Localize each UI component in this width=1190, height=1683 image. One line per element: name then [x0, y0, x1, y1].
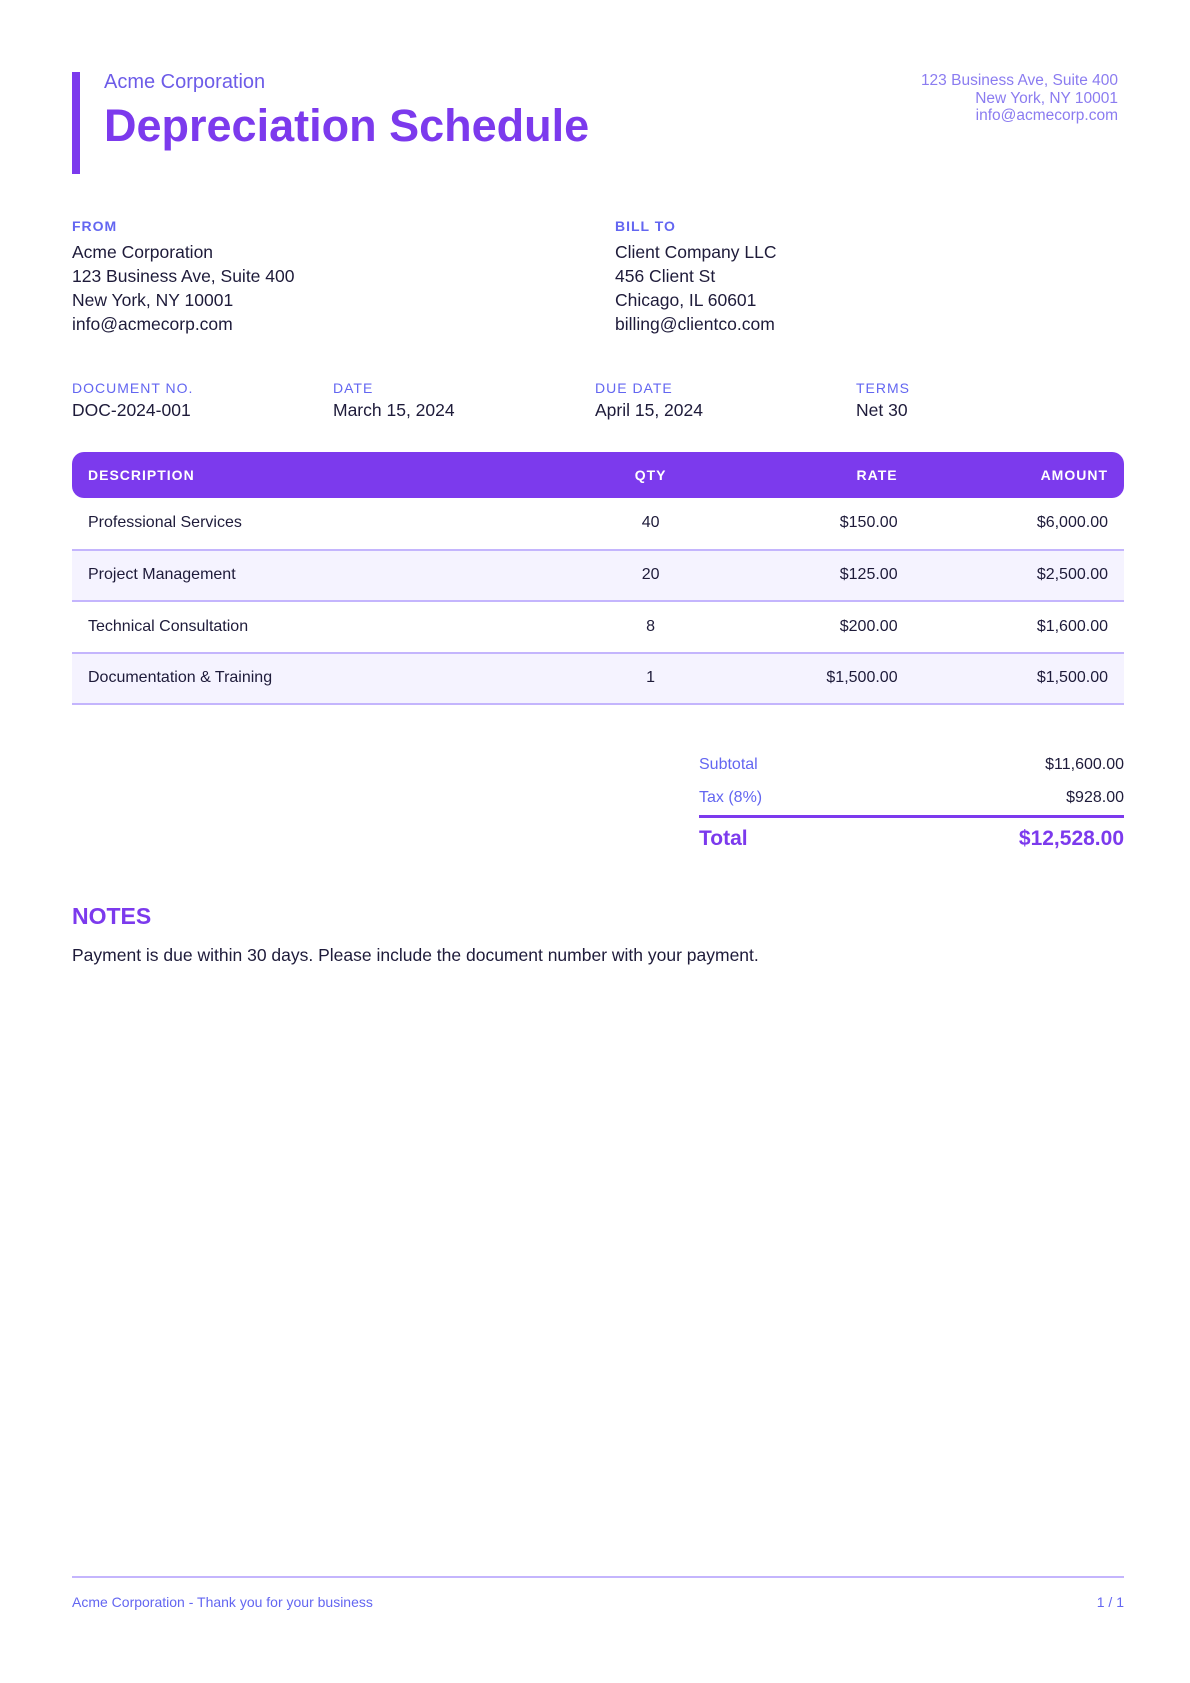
cell-rate: $1,500.00 — [703, 652, 914, 705]
page-number: 1 / 1 — [1096, 1594, 1124, 1610]
cell-description: Project Management — [72, 549, 599, 602]
meta-date: DATE March 15, 2024 — [333, 380, 455, 421]
notes-heading: NOTES — [72, 903, 152, 929]
from-line: Acme Corporation — [72, 242, 214, 262]
column-header-description: DESCRIPTION — [72, 452, 599, 498]
cell-amount: $2,500.00 — [913, 549, 1124, 602]
meta-value: April 15, 2024 — [595, 400, 703, 420]
address-email: info@acmecorp.com — [975, 107, 1118, 124]
subtotal-value: $11,600.00 — [1045, 756, 1124, 773]
meta-value: March 15, 2024 — [333, 400, 455, 420]
bill-to-line: Chicago, IL 60601 — [615, 290, 757, 310]
bill-to-line: Client Company LLC — [615, 242, 777, 262]
bill-to-line: 456 Client St — [615, 266, 716, 286]
tax-row: Tax (8%) $928.00 — [699, 789, 1124, 807]
from-line: 123 Business Ave, Suite 400 — [72, 266, 295, 286]
meta-value: Net 30 — [856, 400, 908, 420]
line-items-table: DESCRIPTION QTY RATE AMOUNT Professional… — [72, 452, 1124, 705]
cell-description: Documentation & Training — [72, 652, 599, 705]
accent-bar — [72, 72, 80, 174]
cell-amount: $6,000.00 — [913, 498, 1124, 551]
from-line: info@acmecorp.com — [72, 314, 233, 334]
column-header-amount: AMOUNT — [913, 452, 1124, 498]
cell-description: Technical Consultation — [72, 601, 599, 654]
cell-rate: $200.00 — [703, 601, 914, 654]
from-line: New York, NY 10001 — [72, 290, 234, 310]
footer-divider — [72, 1576, 1124, 1578]
from-section: FROM Acme Corporation 123 Business Ave, … — [72, 218, 294, 336]
total-divider — [699, 815, 1124, 818]
address-line: New York, NY 10001 — [975, 89, 1118, 107]
company-name: Acme Corporation — [104, 71, 266, 93]
cell-qty: 8 — [598, 601, 704, 654]
meta-document-no: DOCUMENT NO. DOC-2024-001 — [72, 380, 193, 421]
meta-value: DOC-2024-001 — [72, 400, 191, 420]
cell-qty: 20 — [598, 549, 704, 602]
page-title: Depreciation Schedule — [104, 100, 590, 151]
meta-terms: TERMS Net 30 — [856, 380, 910, 421]
meta-label: DUE DATE — [595, 380, 673, 396]
cell-rate: $125.00 — [703, 549, 914, 602]
total-label: Total — [699, 827, 748, 850]
table-header: DESCRIPTION QTY RATE AMOUNT — [72, 452, 1124, 498]
total-value: $12,528.00 — [1018, 827, 1124, 850]
table-row: Project Management 20 $125.00 $2,500.00 — [72, 549, 1124, 602]
table-row: Documentation & Training 1 $1,500.00 $1,500… — [72, 652, 1124, 705]
meta-label: TERMS — [856, 380, 910, 396]
tax-label: Tax (8%) — [699, 789, 763, 806]
cell-qty: 1 — [598, 652, 704, 705]
column-header-qty: QTY — [598, 452, 704, 498]
cell-rate: $150.00 — [703, 498, 914, 551]
tax-value: $928.00 — [1066, 789, 1124, 806]
address-line: 123 Business Ave, Suite 400 — [920, 72, 1118, 89]
total-row: Total $12,528.00 — [699, 827, 1124, 851]
table-row: Technical Consultation 8 $200.00 $1,600.00 — [72, 601, 1124, 654]
bill-to-label: BILL TO — [615, 218, 676, 234]
bill-to-section: BILL TO Client Company LLC 456 Client St… — [615, 218, 776, 336]
header-address: 123 Business Ave, Suite 400 New York, NY… — [921, 72, 1118, 125]
cell-description: Professional Services — [72, 498, 599, 551]
cell-amount: $1,600.00 — [913, 601, 1124, 654]
cell-amount: $1,500.00 — [913, 652, 1124, 705]
meta-due-date: DUE DATE April 15, 2024 — [595, 380, 703, 421]
subtotal-row: Subtotal $11,600.00 — [699, 756, 1124, 774]
column-header-rate: RATE — [703, 452, 914, 498]
notes-text: Payment is due within 30 days. Please in… — [72, 945, 759, 965]
totals-section: Subtotal $11,600.00 Tax (8%) $928.00 Total… — [699, 756, 1124, 851]
subtotal-label: Subtotal — [699, 756, 758, 773]
table-row: Professional Services 40 $150.00 $6,000.00 — [72, 498, 1124, 551]
cell-qty: 40 — [598, 498, 704, 551]
from-label: FROM — [72, 218, 118, 234]
bill-to-line: billing@clientco.com — [615, 314, 775, 334]
meta-label: DATE — [333, 380, 374, 396]
meta-label: DOCUMENT NO. — [72, 380, 194, 396]
footer-text: Acme Corporation - Thank you for your bu… — [72, 1594, 373, 1610]
